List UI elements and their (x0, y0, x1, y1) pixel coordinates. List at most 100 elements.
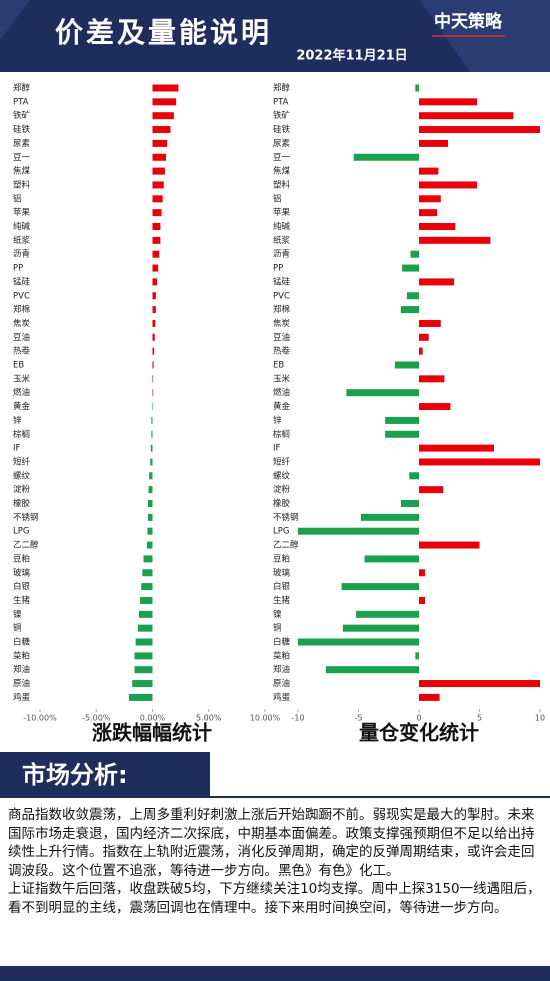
bar (419, 195, 441, 203)
x-tick-label: 0.00% (140, 714, 166, 723)
paragraph: 商品指数收敛震荡，上周多重利好刺激上涨后开始踟蹰不前。弱现实是最大的掣肘。未来国… (8, 807, 535, 879)
bar (419, 98, 478, 106)
bar (410, 250, 419, 258)
category-label: 郑棉 (273, 304, 290, 315)
footer-band (0, 966, 550, 981)
category-label: 郑醇 (13, 83, 31, 94)
category-label: 白银 (13, 581, 31, 592)
category-label: 鸡蛋 (273, 692, 291, 703)
bar (419, 236, 491, 244)
bar (346, 389, 419, 397)
bar (134, 666, 153, 674)
bar (400, 500, 419, 507)
category-label: IF (273, 444, 281, 454)
category-label: PP (273, 264, 283, 274)
bar (142, 569, 153, 577)
bar (152, 361, 154, 369)
x-tick-label: -10.00% (23, 714, 57, 723)
category-label: 铜 (13, 623, 22, 634)
bar (360, 513, 419, 521)
category-label: 豆粕 (273, 553, 290, 564)
category-label: 镍 (13, 609, 22, 620)
category-label: 菜粕 (273, 650, 290, 661)
bar (419, 458, 540, 466)
bar (419, 403, 451, 411)
bar (132, 680, 153, 688)
bar (419, 209, 438, 217)
category-label: 焦煤 (13, 166, 31, 177)
bar (152, 347, 155, 355)
category-label: 锰硅 (273, 276, 291, 287)
bar (152, 98, 177, 106)
chart-title: 量仓变化统计 (359, 721, 479, 745)
category-label: 锌 (13, 415, 22, 426)
category-label: 沥青 (13, 249, 30, 260)
bar (356, 610, 419, 618)
category-label: 铝 (13, 193, 22, 204)
bar (385, 416, 419, 424)
category-label: 燃油 (13, 387, 30, 398)
bar (152, 278, 157, 286)
bar (152, 333, 155, 341)
bar (141, 583, 153, 591)
category-label: 棕榈 (13, 429, 30, 440)
bar (415, 652, 419, 660)
category-label: 乙二醇 (13, 540, 39, 551)
bar (152, 389, 154, 397)
category-label: 豆一 (273, 153, 291, 163)
bar (400, 306, 419, 314)
category-label: 塑料 (13, 179, 31, 190)
bar (152, 223, 161, 230)
bar (152, 167, 165, 175)
bar (151, 430, 153, 438)
category-label: 锰硅 (13, 276, 31, 287)
category-label: 不锈钢 (273, 512, 299, 523)
category-label: 淀粉 (13, 484, 31, 495)
bar (148, 500, 153, 507)
bar (409, 472, 419, 480)
bar (134, 652, 153, 660)
bar (419, 444, 495, 452)
bar (152, 126, 171, 134)
bar (298, 527, 419, 535)
bar (148, 513, 153, 521)
bar (152, 181, 164, 189)
category-label: 铁矿 (273, 110, 291, 121)
paragraph: 上证指数午后回落，收盘跌破5均，下方继续关注10均支撑。周中上探3150一线遇阻… (8, 881, 541, 916)
bar (143, 555, 153, 563)
category-label: 郑油 (273, 664, 290, 675)
bar (419, 181, 478, 189)
category-label: 白银 (273, 581, 291, 592)
bar (419, 278, 455, 286)
category-label: 尿素 (13, 138, 31, 149)
bar (419, 139, 449, 147)
bar (364, 555, 419, 563)
category-label: 不锈钢 (13, 512, 39, 523)
category-label: PVC (273, 291, 290, 301)
category-label: 苹果 (13, 207, 31, 218)
category-label: 鸡蛋 (13, 692, 31, 703)
category-label: 沥青 (273, 249, 290, 260)
bar (152, 112, 174, 120)
bar (135, 638, 153, 646)
category-label: 热卷 (273, 346, 291, 357)
bar (325, 666, 419, 674)
category-label: 短纤 (273, 456, 291, 467)
logo: 中天策略 (434, 11, 503, 32)
category-label: 原油 (13, 678, 30, 689)
x-tick-label: 10 (535, 714, 545, 723)
bar (152, 209, 162, 217)
bar (341, 583, 419, 591)
category-label: 郑醇 (273, 83, 291, 94)
bar (406, 292, 419, 300)
bar (152, 195, 163, 203)
bar (152, 84, 179, 92)
category-label: 橡胶 (273, 498, 291, 509)
bar (150, 458, 153, 466)
category-label: 橡胶 (13, 498, 31, 509)
bar (152, 375, 154, 383)
x-tick-label: 5.00% (196, 714, 222, 723)
category-label: 白糖 (13, 637, 31, 648)
x-tick-label: -5 (355, 714, 363, 723)
